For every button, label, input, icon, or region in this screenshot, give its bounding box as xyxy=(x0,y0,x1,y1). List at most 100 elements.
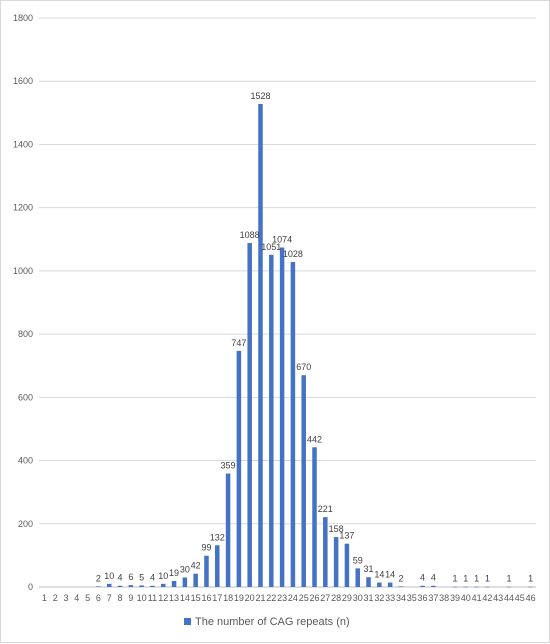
data-label: 1074 xyxy=(272,234,292,244)
x-tick-label: 32 xyxy=(374,593,384,603)
bar xyxy=(225,473,231,587)
gridlines xyxy=(39,17,536,588)
bar xyxy=(161,583,166,587)
x-tick-label: 22 xyxy=(266,593,276,603)
bar xyxy=(171,580,177,587)
bar xyxy=(398,586,404,587)
data-label: 4 xyxy=(431,573,436,583)
x-tick-label: 36 xyxy=(418,593,428,603)
x-tick-label: 38 xyxy=(439,593,449,603)
y-tick-label: 1400 xyxy=(13,139,33,149)
data-label: 19 xyxy=(169,568,179,578)
data-label: 1 xyxy=(485,574,490,584)
data-label: 1 xyxy=(452,574,457,584)
x-tick-label: 43 xyxy=(493,593,503,603)
data-label: 99 xyxy=(201,543,211,553)
x-tick-label: 37 xyxy=(428,593,438,603)
bar xyxy=(463,586,469,588)
y-tick-label: 1800 xyxy=(13,13,33,23)
x-tick-label: 15 xyxy=(191,593,201,603)
y-tick-label: 800 xyxy=(18,329,33,339)
bar xyxy=(96,586,101,587)
y-tick-label: 1200 xyxy=(13,203,33,213)
x-tick-label: 12 xyxy=(158,593,168,603)
x-tick-label: 25 xyxy=(299,593,309,603)
data-label: 1 xyxy=(506,574,511,584)
y-axis-ticks: 0 200 400 600 800 1000 1200 1400 1600 1800 xyxy=(13,13,33,592)
data-label: 132 xyxy=(210,532,225,542)
data-label: 30 xyxy=(180,565,190,575)
bar xyxy=(333,537,339,587)
data-label: 6 xyxy=(128,572,133,582)
data-label: 1028 xyxy=(283,249,303,259)
data-label: 4 xyxy=(420,573,425,583)
x-tick-label: 13 xyxy=(169,593,179,603)
x-tick-label: 6 xyxy=(96,593,101,603)
x-tick-label: 31 xyxy=(364,593,374,603)
y-tick-label: 1000 xyxy=(13,266,33,276)
data-label: 442 xyxy=(307,434,322,444)
data-label: 4 xyxy=(118,573,123,583)
bar xyxy=(215,545,220,587)
x-tick-label: 23 xyxy=(277,593,287,603)
bar xyxy=(269,254,274,588)
data-label: 1 xyxy=(528,574,533,584)
data-label: 158 xyxy=(329,524,344,534)
bar xyxy=(528,586,533,588)
x-tick-label: 14 xyxy=(180,593,190,603)
data-label: 747 xyxy=(231,338,246,348)
data-label: 670 xyxy=(296,362,311,372)
data-label: 42 xyxy=(191,561,201,571)
bars xyxy=(96,103,533,588)
x-tick-label: 20 xyxy=(245,593,255,603)
x-tick-label: 24 xyxy=(288,593,298,603)
x-tick-label: 39 xyxy=(450,593,460,603)
data-label: 14 xyxy=(385,570,395,580)
data-label: 1528 xyxy=(250,91,270,101)
bar xyxy=(344,543,350,587)
bar xyxy=(355,568,360,587)
bar xyxy=(117,585,123,587)
bar xyxy=(452,586,458,588)
data-label: 14 xyxy=(374,570,384,580)
y-tick-label: 600 xyxy=(18,392,33,402)
bar xyxy=(193,573,198,587)
bar xyxy=(258,103,263,587)
data-label: 1 xyxy=(474,574,479,584)
x-tick-label: 35 xyxy=(407,593,417,603)
bar xyxy=(290,262,296,587)
x-tick-label: 10 xyxy=(137,593,147,603)
x-tick-label: 8 xyxy=(118,593,123,603)
x-tick-label: 26 xyxy=(310,593,320,603)
x-tick-label: 29 xyxy=(342,593,352,603)
bar xyxy=(106,583,112,587)
bar xyxy=(204,555,209,587)
data-label: 1 xyxy=(463,574,468,584)
x-tick-label: 21 xyxy=(255,593,265,603)
x-tick-label: 4 xyxy=(74,593,79,603)
x-tick-label: 11 xyxy=(148,593,157,603)
data-label: 59 xyxy=(353,555,363,565)
data-label: 359 xyxy=(221,461,236,471)
bar xyxy=(182,577,188,587)
x-tick-label: 18 xyxy=(223,593,233,603)
bar xyxy=(366,577,371,587)
x-tick-label: 5 xyxy=(85,593,90,603)
bar xyxy=(431,585,436,587)
legend-label: The number of CAG repeats (n) xyxy=(195,616,350,628)
data-label: 221 xyxy=(318,504,333,514)
y-tick-label: 400 xyxy=(18,456,33,466)
data-label: 2 xyxy=(398,573,403,583)
bar xyxy=(312,447,317,587)
x-tick-label: 7 xyxy=(107,593,112,603)
bar xyxy=(377,582,382,587)
bar xyxy=(420,585,425,587)
bar xyxy=(506,586,512,588)
legend-swatch xyxy=(184,618,191,625)
data-label: 10 xyxy=(104,571,114,581)
x-tick-label: 28 xyxy=(331,593,341,603)
data-label: 2 xyxy=(96,573,101,583)
x-tick-label: 16 xyxy=(201,593,211,603)
